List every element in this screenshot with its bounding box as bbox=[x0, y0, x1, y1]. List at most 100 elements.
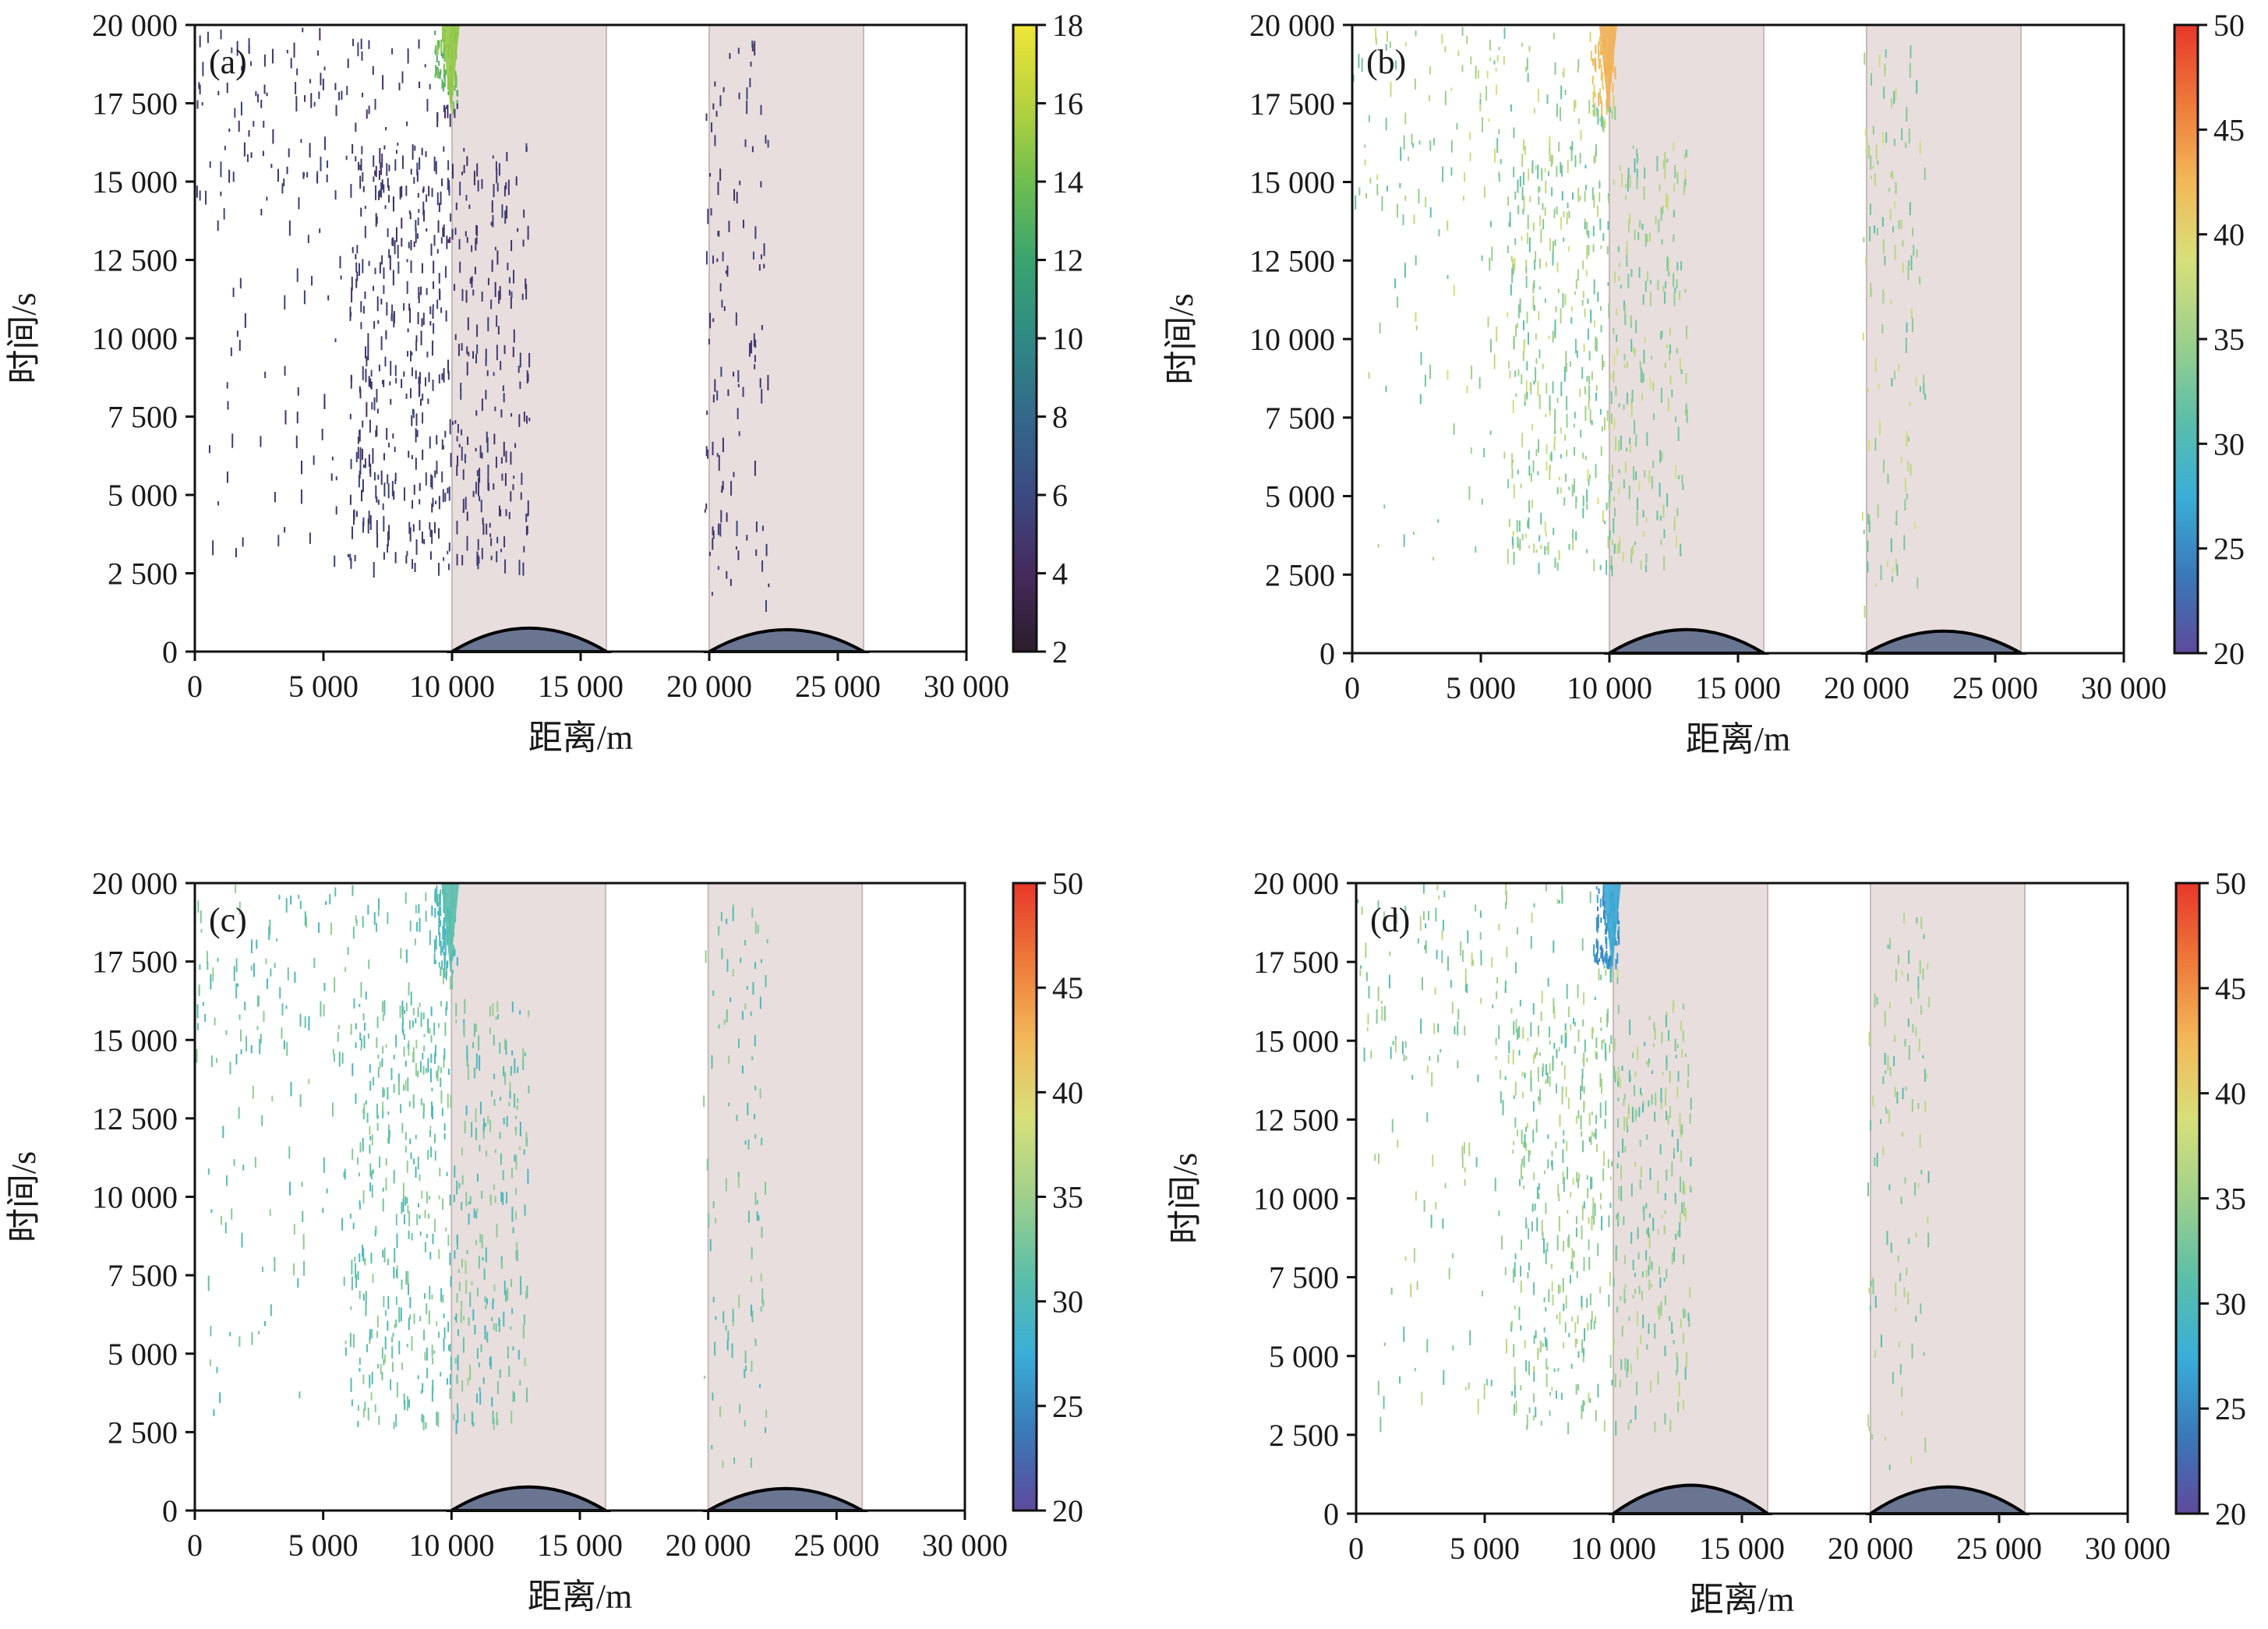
scatter-point bbox=[1681, 475, 1683, 484]
scatter-point bbox=[1602, 116, 1604, 131]
scatter-point bbox=[369, 1064, 371, 1073]
scatter-point bbox=[329, 893, 331, 905]
scatter-point bbox=[406, 550, 408, 557]
scatter-point bbox=[367, 904, 369, 915]
scatter-point bbox=[1620, 172, 1623, 187]
colorbar-tick-label: 30 bbox=[1052, 1284, 1083, 1320]
scatter-point bbox=[310, 93, 313, 108]
scatter-point bbox=[514, 1058, 516, 1074]
scatter-point bbox=[754, 921, 757, 935]
scatter-point bbox=[1577, 118, 1580, 125]
scatter-point bbox=[519, 1276, 521, 1285]
scatter-point bbox=[265, 958, 267, 965]
scatter-point bbox=[511, 1050, 514, 1056]
scatter-point bbox=[351, 277, 353, 291]
scatter-point bbox=[408, 1210, 411, 1227]
scatter-point bbox=[334, 190, 337, 200]
scatter-point bbox=[1568, 210, 1570, 219]
scatter-point bbox=[424, 64, 426, 68]
scatter-point bbox=[1440, 1048, 1442, 1053]
scatter-point bbox=[447, 104, 449, 118]
scatter-point bbox=[1618, 542, 1620, 553]
scatter-point bbox=[408, 1019, 411, 1030]
scatter-point bbox=[1885, 1436, 1887, 1441]
scatter-point bbox=[1461, 27, 1464, 36]
scatter-point bbox=[318, 91, 320, 99]
scatter-point bbox=[389, 381, 391, 386]
scatter-point bbox=[1867, 540, 1869, 553]
scatter-point bbox=[425, 892, 427, 902]
y-tick-label: 15 000 bbox=[1249, 165, 1335, 200]
scatter-point bbox=[1867, 561, 1869, 573]
scatter-point bbox=[440, 51, 443, 57]
scatter-point bbox=[387, 185, 390, 191]
scatter-point bbox=[1533, 1335, 1535, 1345]
colorbar-tick-label: 8 bbox=[1052, 400, 1068, 435]
scatter-point bbox=[409, 1297, 412, 1309]
scatter-point bbox=[382, 1105, 384, 1118]
scatter-point bbox=[433, 952, 436, 964]
scatter-point bbox=[377, 475, 380, 480]
scatter-point bbox=[495, 161, 497, 171]
scatter-point bbox=[422, 1065, 425, 1076]
scatter-point bbox=[436, 69, 439, 79]
scatter-point bbox=[501, 1260, 503, 1269]
scatter-point bbox=[456, 465, 458, 476]
scatter-point bbox=[1588, 245, 1590, 256]
scatter-point bbox=[759, 996, 761, 1009]
scatter-point bbox=[453, 1414, 455, 1421]
scatter-point bbox=[455, 1002, 457, 1017]
scatter-point bbox=[237, 983, 239, 988]
y-tick-label: 12 500 bbox=[92, 243, 178, 278]
scatter-point bbox=[517, 1066, 519, 1073]
scatter-point bbox=[1477, 1074, 1479, 1083]
scatter-point bbox=[1552, 250, 1554, 266]
scatter-point bbox=[1535, 358, 1538, 364]
scatter-point bbox=[1565, 1087, 1567, 1098]
scatter-point bbox=[1673, 292, 1676, 307]
scatter-point bbox=[349, 494, 352, 505]
scatter-point bbox=[1609, 530, 1611, 540]
scatter-point bbox=[1669, 1071, 1671, 1083]
scatter-point bbox=[456, 956, 458, 966]
scatter-point bbox=[1602, 511, 1604, 523]
scatter-point bbox=[263, 1010, 265, 1023]
scatter-point bbox=[1551, 1387, 1553, 1391]
scatter-point bbox=[1437, 1023, 1440, 1033]
scatter-point bbox=[374, 1230, 376, 1237]
scatter-point bbox=[1358, 54, 1360, 69]
scatter-point bbox=[519, 381, 521, 389]
scatter-point bbox=[1457, 50, 1460, 57]
scatter-point bbox=[1504, 902, 1507, 910]
scatter-point bbox=[369, 468, 371, 474]
x-tick-label: 0 bbox=[187, 669, 203, 704]
scatter-point bbox=[1380, 1416, 1382, 1433]
scatter-point bbox=[750, 1011, 752, 1016]
scatter-point bbox=[449, 1253, 451, 1266]
scatter-point bbox=[1681, 1124, 1683, 1135]
shaded-region bbox=[1613, 882, 1768, 1514]
scatter-point bbox=[368, 511, 370, 525]
scatter-point bbox=[1599, 192, 1601, 203]
scatter-point bbox=[1383, 911, 1385, 924]
scatter-point bbox=[1586, 1057, 1588, 1062]
scatter-point bbox=[1532, 295, 1535, 310]
scatter-point bbox=[462, 1337, 465, 1353]
shaded-region bbox=[1866, 24, 2022, 654]
scatter-point bbox=[471, 245, 473, 253]
scatter-point bbox=[1885, 1070, 1887, 1074]
scatter-point bbox=[362, 1248, 365, 1262]
scatter-point bbox=[477, 485, 479, 496]
scatter-point bbox=[1874, 583, 1877, 587]
scatter-point bbox=[444, 69, 447, 76]
scatter-point bbox=[299, 1013, 302, 1027]
scatter-point bbox=[528, 1010, 530, 1017]
scatter-point bbox=[1533, 1172, 1535, 1181]
scatter-point bbox=[1640, 560, 1642, 570]
scatter-point bbox=[754, 962, 756, 970]
scatter-point bbox=[1665, 193, 1667, 207]
scatter-point bbox=[431, 905, 433, 917]
scatter-point bbox=[1395, 913, 1397, 924]
scatter-point bbox=[372, 1274, 374, 1284]
scatter-point bbox=[1377, 1380, 1380, 1395]
